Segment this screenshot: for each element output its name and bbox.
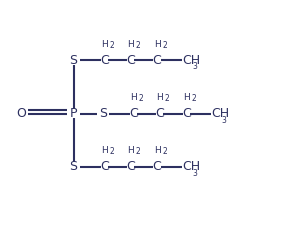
- Text: C: C: [126, 54, 135, 67]
- Text: 2: 2: [109, 41, 114, 50]
- Text: C: C: [126, 160, 135, 173]
- Text: 2: 2: [165, 94, 170, 103]
- Text: S: S: [70, 54, 78, 67]
- Text: S: S: [70, 160, 78, 173]
- Text: 2: 2: [191, 94, 196, 103]
- Text: H: H: [127, 40, 134, 49]
- Text: 3: 3: [192, 169, 197, 178]
- Text: H: H: [156, 93, 163, 102]
- Text: CH: CH: [211, 107, 229, 120]
- Text: CH: CH: [182, 54, 200, 67]
- Text: H: H: [101, 146, 108, 155]
- Text: H: H: [154, 146, 160, 155]
- Text: 2: 2: [109, 148, 114, 156]
- Text: S: S: [99, 107, 107, 120]
- Text: P: P: [70, 107, 77, 120]
- Text: H: H: [183, 93, 190, 102]
- Text: 3: 3: [192, 62, 197, 72]
- Text: C: C: [129, 107, 138, 120]
- Text: 2: 2: [162, 148, 167, 156]
- Text: C: C: [100, 160, 109, 173]
- Text: C: C: [182, 107, 190, 120]
- Text: C: C: [153, 54, 161, 67]
- Text: C: C: [100, 54, 109, 67]
- Text: CH: CH: [182, 160, 200, 173]
- Text: H: H: [154, 40, 160, 49]
- Text: H: H: [127, 146, 134, 155]
- Text: C: C: [155, 107, 164, 120]
- Text: C: C: [153, 160, 161, 173]
- Text: H: H: [130, 93, 137, 102]
- Text: 2: 2: [162, 41, 167, 50]
- Text: 2: 2: [136, 41, 140, 50]
- Text: 2: 2: [136, 148, 140, 156]
- Text: H: H: [101, 40, 108, 49]
- Text: O: O: [17, 107, 27, 120]
- Text: 3: 3: [221, 116, 226, 125]
- Text: 2: 2: [138, 94, 143, 103]
